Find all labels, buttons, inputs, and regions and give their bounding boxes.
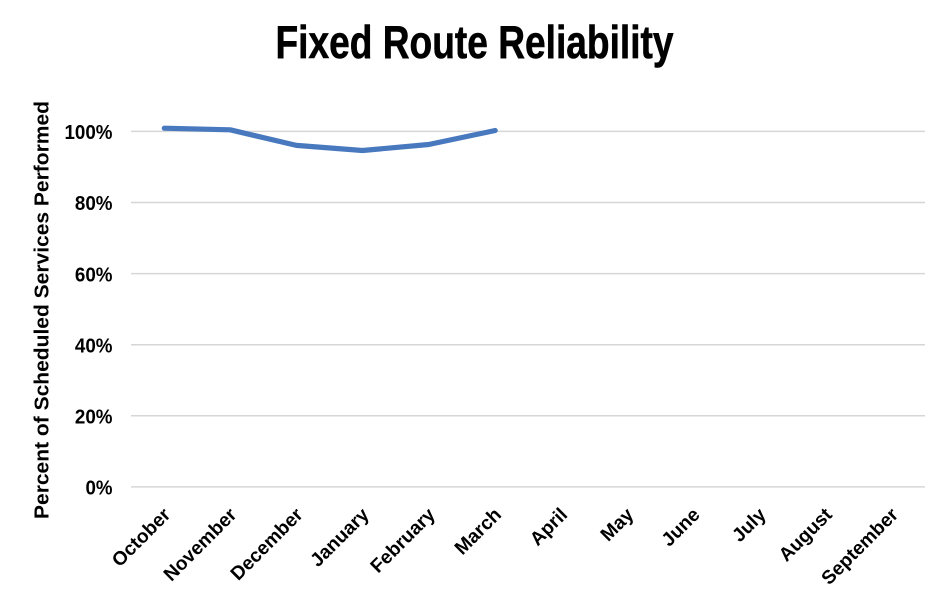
svg-text:40%: 40% — [75, 334, 113, 357]
svg-text:Percent of Scheduled Services: Percent of Scheduled Services Performed — [31, 101, 54, 519]
svg-text:80%: 80% — [75, 192, 113, 215]
svg-text:Fixed Route Reliability: Fixed Route Reliability — [276, 16, 674, 68]
svg-text:100%: 100% — [65, 121, 113, 144]
svg-text:60%: 60% — [75, 263, 113, 286]
svg-text:20%: 20% — [75, 406, 113, 429]
svg-text:0%: 0% — [86, 477, 113, 500]
